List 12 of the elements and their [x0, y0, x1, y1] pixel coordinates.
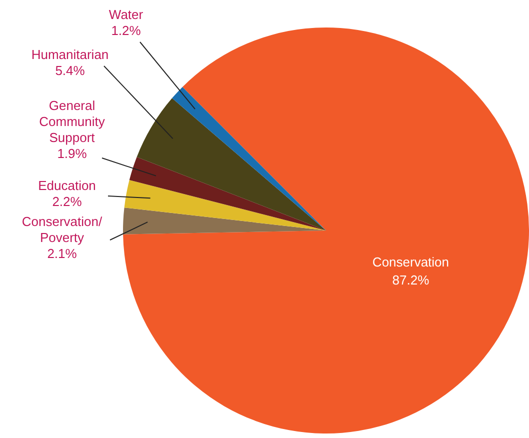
slice-label: Conservation	[372, 254, 450, 270]
slice-label: General Community Support	[39, 98, 106, 146]
data-label: 2.2%	[52, 194, 82, 210]
slice-label: Education	[38, 178, 96, 194]
slice-label: Water	[108, 7, 144, 22]
slice-label: Conservation/ Poverty	[22, 214, 102, 246]
slice-label: Humanitarian	[31, 47, 109, 62]
data-label: 87.2%	[392, 272, 430, 288]
data-label: 5.4%	[55, 63, 86, 78]
data-label: 2.1%	[47, 246, 78, 262]
data-label: 1.2%	[111, 23, 142, 38]
data-label: 1.9%	[57, 146, 88, 162]
